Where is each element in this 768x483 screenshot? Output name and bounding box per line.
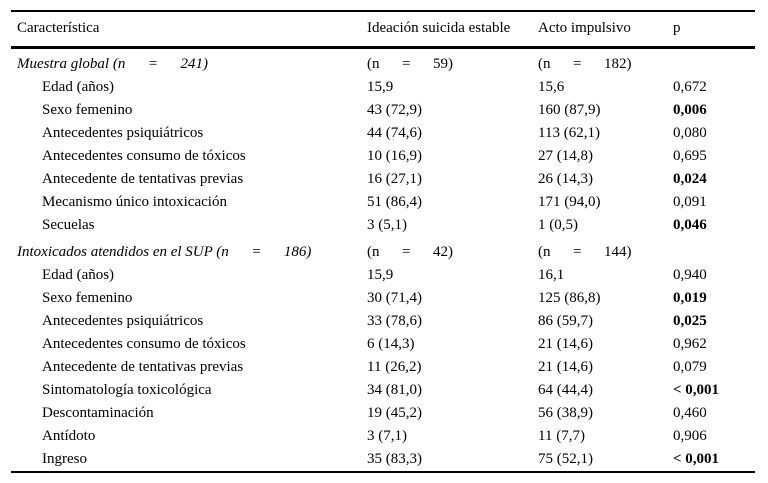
value-acto: 171 (94,0): [538, 194, 601, 210]
row-label: Ingreso: [42, 451, 87, 467]
value-ideacion: 19 (45,2): [367, 405, 422, 421]
value-ideacion: 11 (26,2): [367, 359, 422, 375]
table-body: Muestra global (n = 241) (n = 59) (n = 182…: [11, 48, 755, 473]
value-ideacion: 44 (74,6): [367, 125, 422, 141]
row-label: Sexo femenino: [42, 102, 133, 118]
table-row: Antecedentes psiquiátricos 33 (78,6) 86 (5…: [11, 310, 755, 333]
value-ideacion: 10 (16,9): [367, 148, 422, 164]
table-row: Antecedentes consumo de tóxicos 10 (16,9)…: [11, 145, 755, 168]
p-value: 0,460: [673, 405, 707, 421]
table-header-row: Característica Ideación suicida estable …: [11, 11, 755, 49]
value-acto: 64 (44,4): [538, 382, 593, 398]
value-acto: 11 (7,7): [538, 428, 585, 444]
column-header-ideacion-suicida-estable: Ideación suicida estable: [367, 11, 538, 49]
section-label: Intoxicados atendidos en el SUP (n = 186…: [17, 244, 312, 260]
value-ideacion: 15,9: [367, 79, 394, 95]
section-header-row: Intoxicados atendidos en el SUP (n = 186…: [11, 237, 755, 264]
p-value: 0,080: [673, 125, 707, 141]
p-value: 0,672: [673, 79, 707, 95]
table-row: Sexo femenino 30 (71,4) 125 (86,8) 0,019: [11, 287, 755, 310]
table-row: Antecedente de tentativas previas 11 (26,…: [11, 356, 755, 379]
value-acto: 26 (14,3): [538, 171, 593, 187]
table-row: Secuelas 3 (5,1) 1 (0,5) 0,046: [11, 214, 755, 237]
column-header-p: p: [673, 11, 755, 49]
value-acto: 56 (38,9): [538, 405, 593, 421]
value-acto: 160 (87,9): [538, 102, 601, 118]
p-value: 0,019: [673, 290, 707, 306]
p-value: 0,940: [673, 267, 707, 283]
p-value: < 0,001: [673, 382, 720, 398]
row-label: Antecedentes consumo de tóxicos: [42, 148, 246, 164]
row-label: Edad (años): [42, 79, 115, 95]
table-row: Sintomatología toxicológica 34 (81,0) 64 (…: [11, 379, 755, 402]
row-label: Edad (años): [42, 267, 115, 283]
table-row: Edad (años) 15,9 15,6 0,672: [11, 76, 755, 99]
row-label: Antecedente de tentativas previas: [42, 359, 244, 375]
column-header-caracteristica: Característica: [11, 11, 367, 49]
value-ideacion: 30 (71,4): [367, 290, 422, 306]
column-header-acto-impulsivo: Acto impulsivo: [538, 11, 673, 49]
value-acto: 21 (14,6): [538, 359, 593, 375]
value-acto: 86 (59,7): [538, 313, 593, 329]
paper-table-page: Característica Ideación suicida estable …: [0, 10, 768, 483]
row-label: Antídoto: [42, 428, 96, 444]
row-label: Secuelas: [42, 217, 95, 233]
table-row: Sexo femenino 43 (72,9) 160 (87,9) 0,006: [11, 99, 755, 122]
section-header-row: Muestra global (n = 241) (n = 59) (n = 182…: [11, 48, 755, 77]
table-row: Mecanismo único intoxicación 51 (86,4) 171…: [11, 191, 755, 214]
value-ideacion: 15,9: [367, 267, 394, 283]
row-label: Descontaminación: [42, 405, 154, 421]
section-label: Muestra global (n = 241): [17, 56, 208, 72]
p-value: 0,091: [673, 194, 707, 210]
value-ideacion: 51 (86,4): [367, 194, 422, 210]
row-label: Antecedentes psiquiátricos: [42, 125, 204, 141]
p-value: 0,079: [673, 359, 707, 375]
p-value: 0,006: [673, 102, 707, 118]
value-ideacion: 43 (72,9): [367, 102, 422, 118]
value-ideacion: 6 (14,3): [367, 336, 415, 352]
row-label: Mecanismo único intoxicación: [42, 194, 227, 210]
value-acto: 27 (14,8): [538, 148, 593, 164]
section-p-empty: [673, 237, 755, 264]
section-n-acto: (n = 144): [538, 244, 632, 260]
value-ideacion: 3 (7,1): [367, 428, 407, 444]
section-n-ideacion: (n = 42): [367, 244, 453, 260]
p-value: 0,046: [673, 217, 707, 233]
p-value: 0,695: [673, 148, 707, 164]
table-row: Antecedente de tentativas previas 16 (27,…: [11, 168, 755, 191]
row-label: Antecedentes consumo de tóxicos: [42, 336, 246, 352]
p-value: 0,962: [673, 336, 707, 352]
p-value: 0,025: [673, 313, 707, 329]
row-label: Antecedente de tentativas previas: [42, 171, 244, 187]
value-ideacion: 16 (27,1): [367, 171, 422, 187]
section-p-empty: [673, 48, 755, 77]
table-row: Edad (años) 15,9 16,1 0,940: [11, 264, 755, 287]
table-row: Ingreso 35 (83,3) 75 (52,1) < 0,001: [11, 448, 755, 472]
table-row: Descontaminación 19 (45,2) 56 (38,9) 0,460: [11, 402, 755, 425]
table-row: Antídoto 3 (7,1) 11 (7,7) 0,906: [11, 425, 755, 448]
value-acto: 1 (0,5): [538, 217, 578, 233]
comparison-table: Característica Ideación suicida estable …: [11, 10, 755, 473]
value-ideacion: 35 (83,3): [367, 451, 422, 467]
value-acto: 113 (62,1): [538, 125, 600, 141]
row-label: Antecedentes psiquiátricos: [42, 313, 204, 329]
value-ideacion: 34 (81,0): [367, 382, 422, 398]
section-n-acto: (n = 182): [538, 56, 632, 72]
value-acto: 125 (86,8): [538, 290, 601, 306]
value-acto: 16,1: [538, 267, 565, 283]
row-label: Sintomatología toxicológica: [42, 382, 212, 398]
value-acto: 75 (52,1): [538, 451, 593, 467]
p-value: 0,906: [673, 428, 707, 444]
p-value: < 0,001: [673, 451, 720, 467]
table-row: Antecedentes consumo de tóxicos 6 (14,3) 2…: [11, 333, 755, 356]
value-ideacion: 33 (78,6): [367, 313, 422, 329]
table-row: Antecedentes psiquiátricos 44 (74,6) 113 (…: [11, 122, 755, 145]
value-acto: 21 (14,6): [538, 336, 593, 352]
value-ideacion: 3 (5,1): [367, 217, 407, 233]
p-value: 0,024: [673, 171, 707, 187]
value-acto: 15,6: [538, 79, 565, 95]
row-label: Sexo femenino: [42, 290, 133, 306]
section-n-ideacion: (n = 59): [367, 56, 453, 72]
